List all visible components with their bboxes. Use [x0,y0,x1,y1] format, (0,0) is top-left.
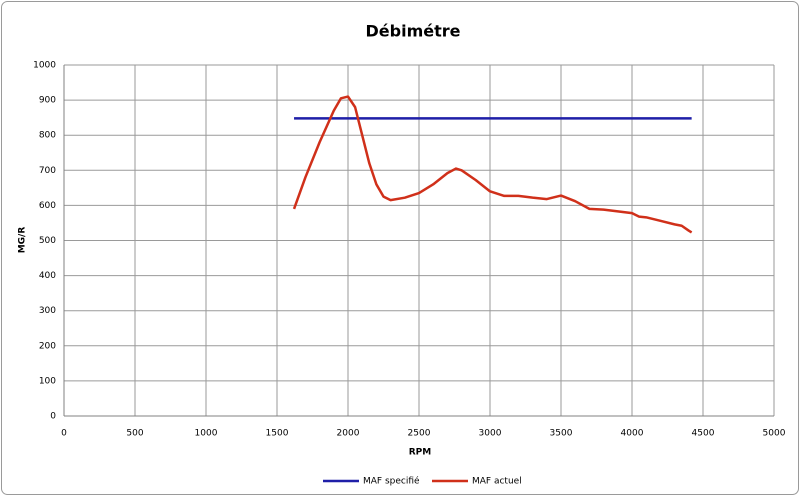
y-tick-label: 500 [39,236,56,246]
y-tick-label: 600 [39,201,56,211]
y-tick-label: 100 [39,376,56,386]
x-tick-label: 3500 [550,429,573,439]
chart-title: Débimétre [366,22,461,41]
x-tick-label: 2500 [408,429,431,439]
x-tick-label: 5000 [763,429,786,439]
x-tick-label: 0 [61,429,67,439]
legend-label: MAF actuel [472,477,522,487]
y-tick-label: 200 [39,341,56,351]
x-tick-label: 1500 [266,429,289,439]
x-tick-label: 4000 [621,429,644,439]
y-tick-label: 400 [39,271,56,281]
x-axis-label: RPM [409,448,432,458]
y-tick-label: 900 [39,96,56,106]
y-axis-label: MG/R [18,227,28,254]
x-tick-label: 2000 [337,429,360,439]
y-tick-label: 0 [50,412,56,422]
x-tick-label: 3000 [479,429,502,439]
x-tick-label: 1000 [195,429,218,439]
x-tick-label: 500 [126,429,143,439]
series-line [292,95,693,234]
y-tick-label: 700 [39,166,56,176]
y-tick-label: 300 [39,306,56,316]
x-tick-label: 4500 [692,429,715,439]
y-tick-label: 1000 [33,61,56,71]
legend-label: MAF specifié [363,476,420,487]
y-tick-label: 800 [39,131,56,141]
